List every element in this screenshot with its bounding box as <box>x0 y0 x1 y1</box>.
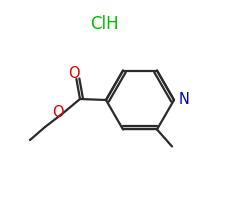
Text: ClH: ClH <box>90 15 118 33</box>
Text: N: N <box>178 92 189 107</box>
Text: O: O <box>69 66 80 81</box>
Text: O: O <box>52 105 63 120</box>
